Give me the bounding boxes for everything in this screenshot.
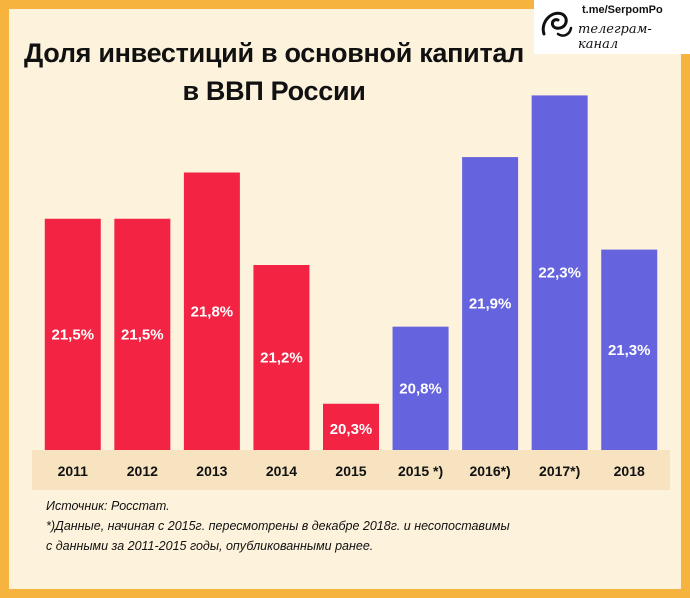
bar-1 [114, 218, 171, 450]
bar-value-label-8: 21,3% [608, 342, 651, 359]
x-tick-label-1: 2012 [127, 463, 158, 479]
chart-notes: Источник: Росстат. *)Данные, начиная с 2… [46, 496, 646, 556]
bar-value-label-4: 20,3% [330, 421, 373, 438]
chart-title-line-2: в ВВП России [182, 76, 366, 106]
x-tick-label-8: 2018 [614, 463, 645, 479]
x-tick-label-0: 2011 [58, 463, 89, 479]
x-tick-label-4: 2015 [335, 463, 366, 479]
x-tick-label-5: 2015 *) [398, 463, 443, 479]
bar-value-label-3: 21,2% [260, 350, 303, 367]
bar-8 [601, 249, 658, 450]
brand-subtitle: телеграм-канал [578, 22, 652, 52]
x-tick-label-7: 2017*) [539, 463, 580, 479]
chart-title-line-1: Доля инвестиций в основной капитал [24, 38, 524, 68]
x-tick-label-6: 2016*) [469, 463, 510, 479]
bar-0 [44, 218, 101, 450]
bar-value-label-1: 21,5% [121, 326, 164, 343]
bar-value-label-7: 22,3% [538, 265, 581, 282]
footnote-line-2: с данными за 2011-2015 годы, опубликован… [46, 539, 374, 553]
chart-title: Доля инвестиций в основной капитал в ВВП… [14, 34, 534, 110]
bar-7 [531, 95, 588, 451]
bar-value-label-2: 21,8% [191, 303, 234, 320]
brand-handle: t.me/SerpomPo [582, 4, 663, 16]
bar-value-label-0: 21,5% [52, 326, 95, 343]
bar-value-label-6: 21,9% [469, 296, 512, 313]
bar-2 [183, 172, 240, 450]
x-axis-strip [32, 450, 670, 490]
x-tick-label-2: 2013 [196, 463, 227, 479]
bar-3 [253, 265, 310, 450]
swirl-logo-icon [541, 11, 573, 37]
bar-4 [323, 403, 379, 450]
bar-value-label-5: 20,8% [399, 380, 442, 397]
source-note: Источник: Росстат. [46, 499, 170, 513]
x-tick-label-3: 2014 [266, 463, 297, 479]
brand-badge[interactable]: t.me/SerpomPo телеграм-канал [534, 0, 690, 54]
bar-5 [392, 326, 449, 450]
footnote-line-1: *)Данные, начиная с 2015г. пересмотрены … [46, 519, 510, 533]
bar-6 [462, 157, 519, 451]
